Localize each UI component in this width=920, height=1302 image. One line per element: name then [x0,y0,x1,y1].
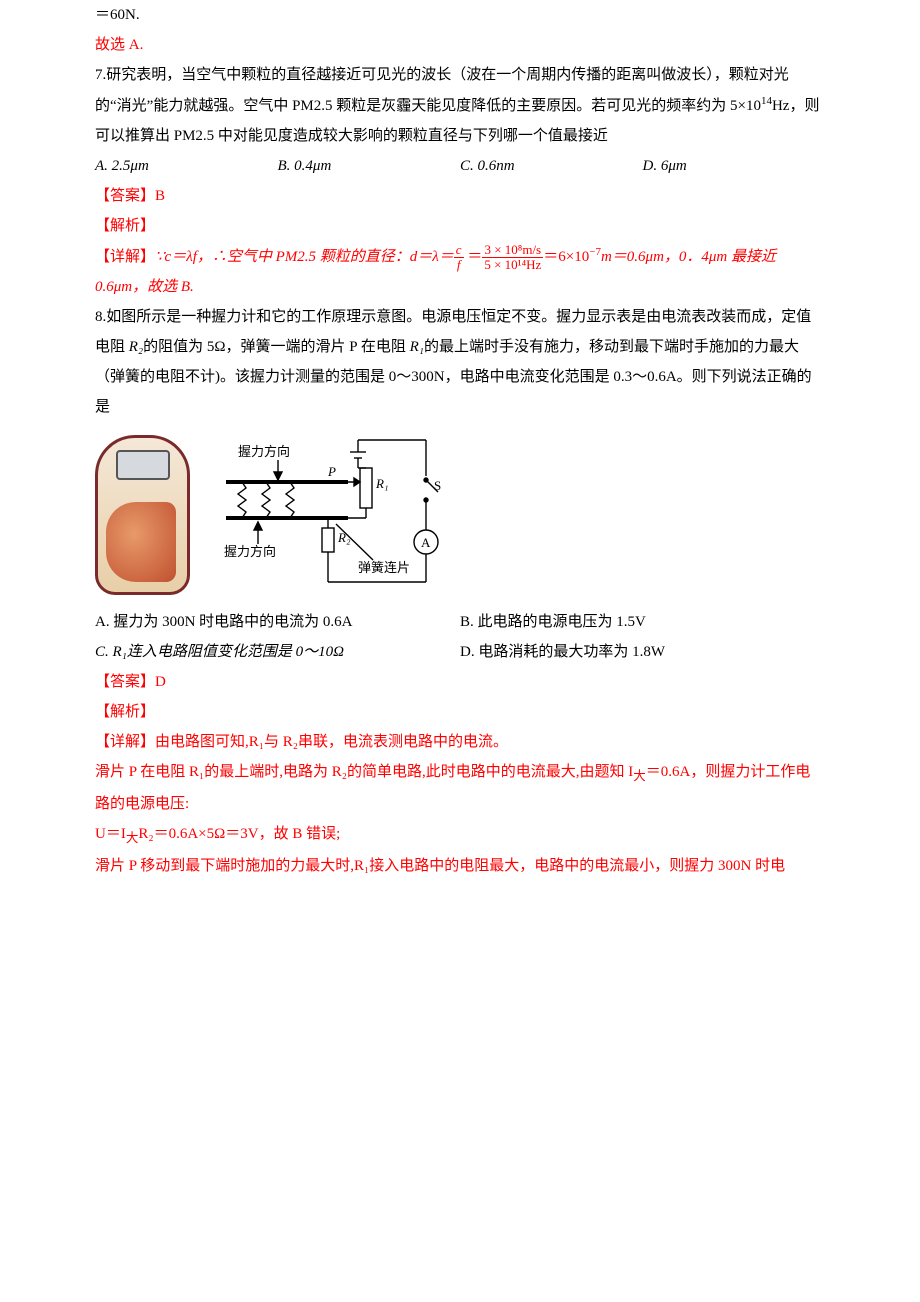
q8-answer-line: 【答案】D [95,667,825,697]
q8-detail-2a: 滑片 P 在电阻 R₁的最上端时,电路为 R₂的简单电路,此时电路中的电流最大,… [95,764,633,780]
q8-detail-3a: U＝I [95,826,126,842]
grip-meter-hand [106,502,176,582]
q7-answer-line: 【答案】B [95,181,825,211]
q8-detail-line-1: 【详解】由电路图可知,R₁与 R₂串联，电流表测电路中的电流。 [95,727,825,757]
q8-detail-label: 【详解】 [95,734,155,750]
q8-sub-big-1: 大 [633,769,646,783]
q8-option-a: A. 握力为 300N 时电路中的电流为 0.6A [95,607,460,637]
q7-detail-a: ∵c＝λf，∴空气中 PM2.5 颗粒的直径：d＝λ＝ [155,249,454,265]
q7-option-d: D. 6μm [643,151,826,181]
q8-explain-label: 【解析】 [95,704,155,720]
circuit-label-r2: R₂ [337,530,351,545]
q7-option-d-text: D. 6μm [643,158,687,174]
q7-detail-line-2: 0.6μm，故选 B. [95,272,825,302]
q7-frac2-num: 3 × 10⁸m/s [482,243,543,258]
circuit-label-spring: 弹簧连片 [358,560,410,575]
q7-option-b: B. 0.4μm [278,151,461,181]
prev-eq-text: ＝60N. [95,7,140,23]
q7-option-c-text: C. 0.6nm [460,158,515,174]
prev-choice-text: 故选 A. [95,37,143,53]
q7-option-c: C. 0.6nm [460,151,643,181]
q8-option-c-text: C. R₁连入电路阻值变化范围是 0～10Ω [95,644,344,660]
q7-frac1-num: c [454,243,464,258]
q8-detail-line-4: 滑片 P 移动到最下端时施加的力最大时,R₁接入电路中的电阻最大，电路中的电流最… [95,851,825,881]
circuit-label-s: S [434,478,441,493]
q7-detail-b: ＝6×10 [543,249,589,265]
grip-meter-screen [116,450,170,480]
q7-answer-label: 【答案】 [95,188,155,204]
q7-options: A. 2.5μm B. 0.4μm C. 0.6nm D. 6μm [95,151,825,181]
q7-frac1: cf [454,243,464,273]
q8-options-row2: C. R₁连入电路阻值变化范围是 0～10Ω D. 电路消耗的最大功率为 1.8… [95,637,825,667]
q8-option-a-text: A. 握力为 300N 时电路中的电流为 0.6A [95,614,353,630]
q8-detail-4: 滑片 P 移动到最下端时施加的力最大时,R₁接入电路中的电阻最大，电路中的电流最… [95,858,785,874]
q8-stem: 8.如图所示是一种握力计和它的工作原理示意图。电源电压恒定不变。握力显示表是由电… [95,302,825,422]
circuit-label-force-bottom: 握力方向 [224,544,276,559]
prev-choice-line: 故选 A. [95,30,825,60]
q7-frac2-den: 5 × 10¹⁴Hz [482,258,543,272]
q7-detail-label: 【详解】 [95,249,155,265]
q7-detail-d: 0.6μm，故选 B. [95,279,194,295]
q7-answer-value: B [155,188,165,204]
q8-detail-1: 由电路图可知,R₁与 R₂串联，电流表测电路中的电流。 [155,734,508,750]
q8-detail-line-2: 滑片 P 在电阻 R₁的最上端时,电路为 R₂的简单电路,此时电路中的电流最大,… [95,757,825,819]
q7-number: 7. [95,67,106,83]
q7-explain-label: 【解析】 [95,218,155,234]
q8-options-row1: A. 握力为 300N 时电路中的电流为 0.6A B. 此电路的电源电压为 1… [95,607,825,637]
q7-option-a: A. 2.5μm [95,151,278,181]
circuit-label-r1: R₁ [375,476,388,491]
q8-number: 8. [95,309,106,325]
q7-exp2: −7 [589,246,601,258]
q8-detail-3b: R₂＝0.6A×5Ω＝3V，故 B 错误; [138,826,340,842]
circuit-label-a: A [421,535,431,550]
q8-option-d: D. 电路消耗的最大功率为 1.8W [460,637,825,667]
q8-sub-big-2: 大 [126,831,139,845]
q7-detail-eq: ＝ [464,249,483,265]
circuit-diagram: 握力方向 握力方向 P R₁ R₂ S A 弹簧连片 [208,432,448,597]
prev-eq-line: ＝60N. [95,0,825,30]
q8-figure-row: 握力方向 握力方向 P R₁ R₂ S A 弹簧连片 [95,432,825,597]
grip-meter-image [95,435,190,595]
q7-detail-c: m＝0.6μm，0．4μm 最接近 [601,249,776,265]
circuit-label-force-top: 握力方向 [238,444,290,459]
q8-r1: R₁ [410,339,424,355]
q7-explain-label-line: 【解析】 [95,211,825,241]
q8-detail-line-3: U＝I大R₂＝0.6A×5Ω＝3V，故 B 错误; [95,819,825,851]
q7-option-a-text: A. 2.5μm [95,158,149,174]
q8-option-b-text: B. 此电路的电源电压为 1.5V [460,614,646,630]
q7-frac1-den: f [454,258,464,272]
q7-detail-line-1: 【详解】∵c＝λf，∴空气中 PM2.5 颗粒的直径：d＝λ＝cf ＝3 × 1… [95,241,825,272]
circuit-label-p: P [327,464,336,479]
q8-option-c: C. R₁连入电路阻值变化范围是 0～10Ω [95,637,460,667]
q7-text-a: 研究表明，当空气中颗粒的直径越接近可见光的波长（波在一个周期内传播的距离叫做波长… [95,67,789,114]
q8-answer-value: D [155,674,166,690]
q7-frac2: 3 × 10⁸m/s5 × 10¹⁴Hz [482,243,543,273]
q7-stem: 7.研究表明，当空气中颗粒的直径越接近可见光的波长（波在一个周期内传播的距离叫做… [95,60,825,151]
q8-option-d-text: D. 电路消耗的最大功率为 1.8W [460,644,665,660]
q7-option-b-text: B. 0.4μm [278,158,332,174]
q8-r2: R₂ [129,339,143,355]
q7-exp1: 14 [761,95,772,107]
q8-answer-label: 【答案】 [95,674,155,690]
q8-explain-label-line: 【解析】 [95,697,825,727]
q8-option-b: B. 此电路的电源电压为 1.5V [460,607,825,637]
q8-text-b: 的阻值为 5Ω，弹簧一端的滑片 P 在电阻 [143,339,409,355]
